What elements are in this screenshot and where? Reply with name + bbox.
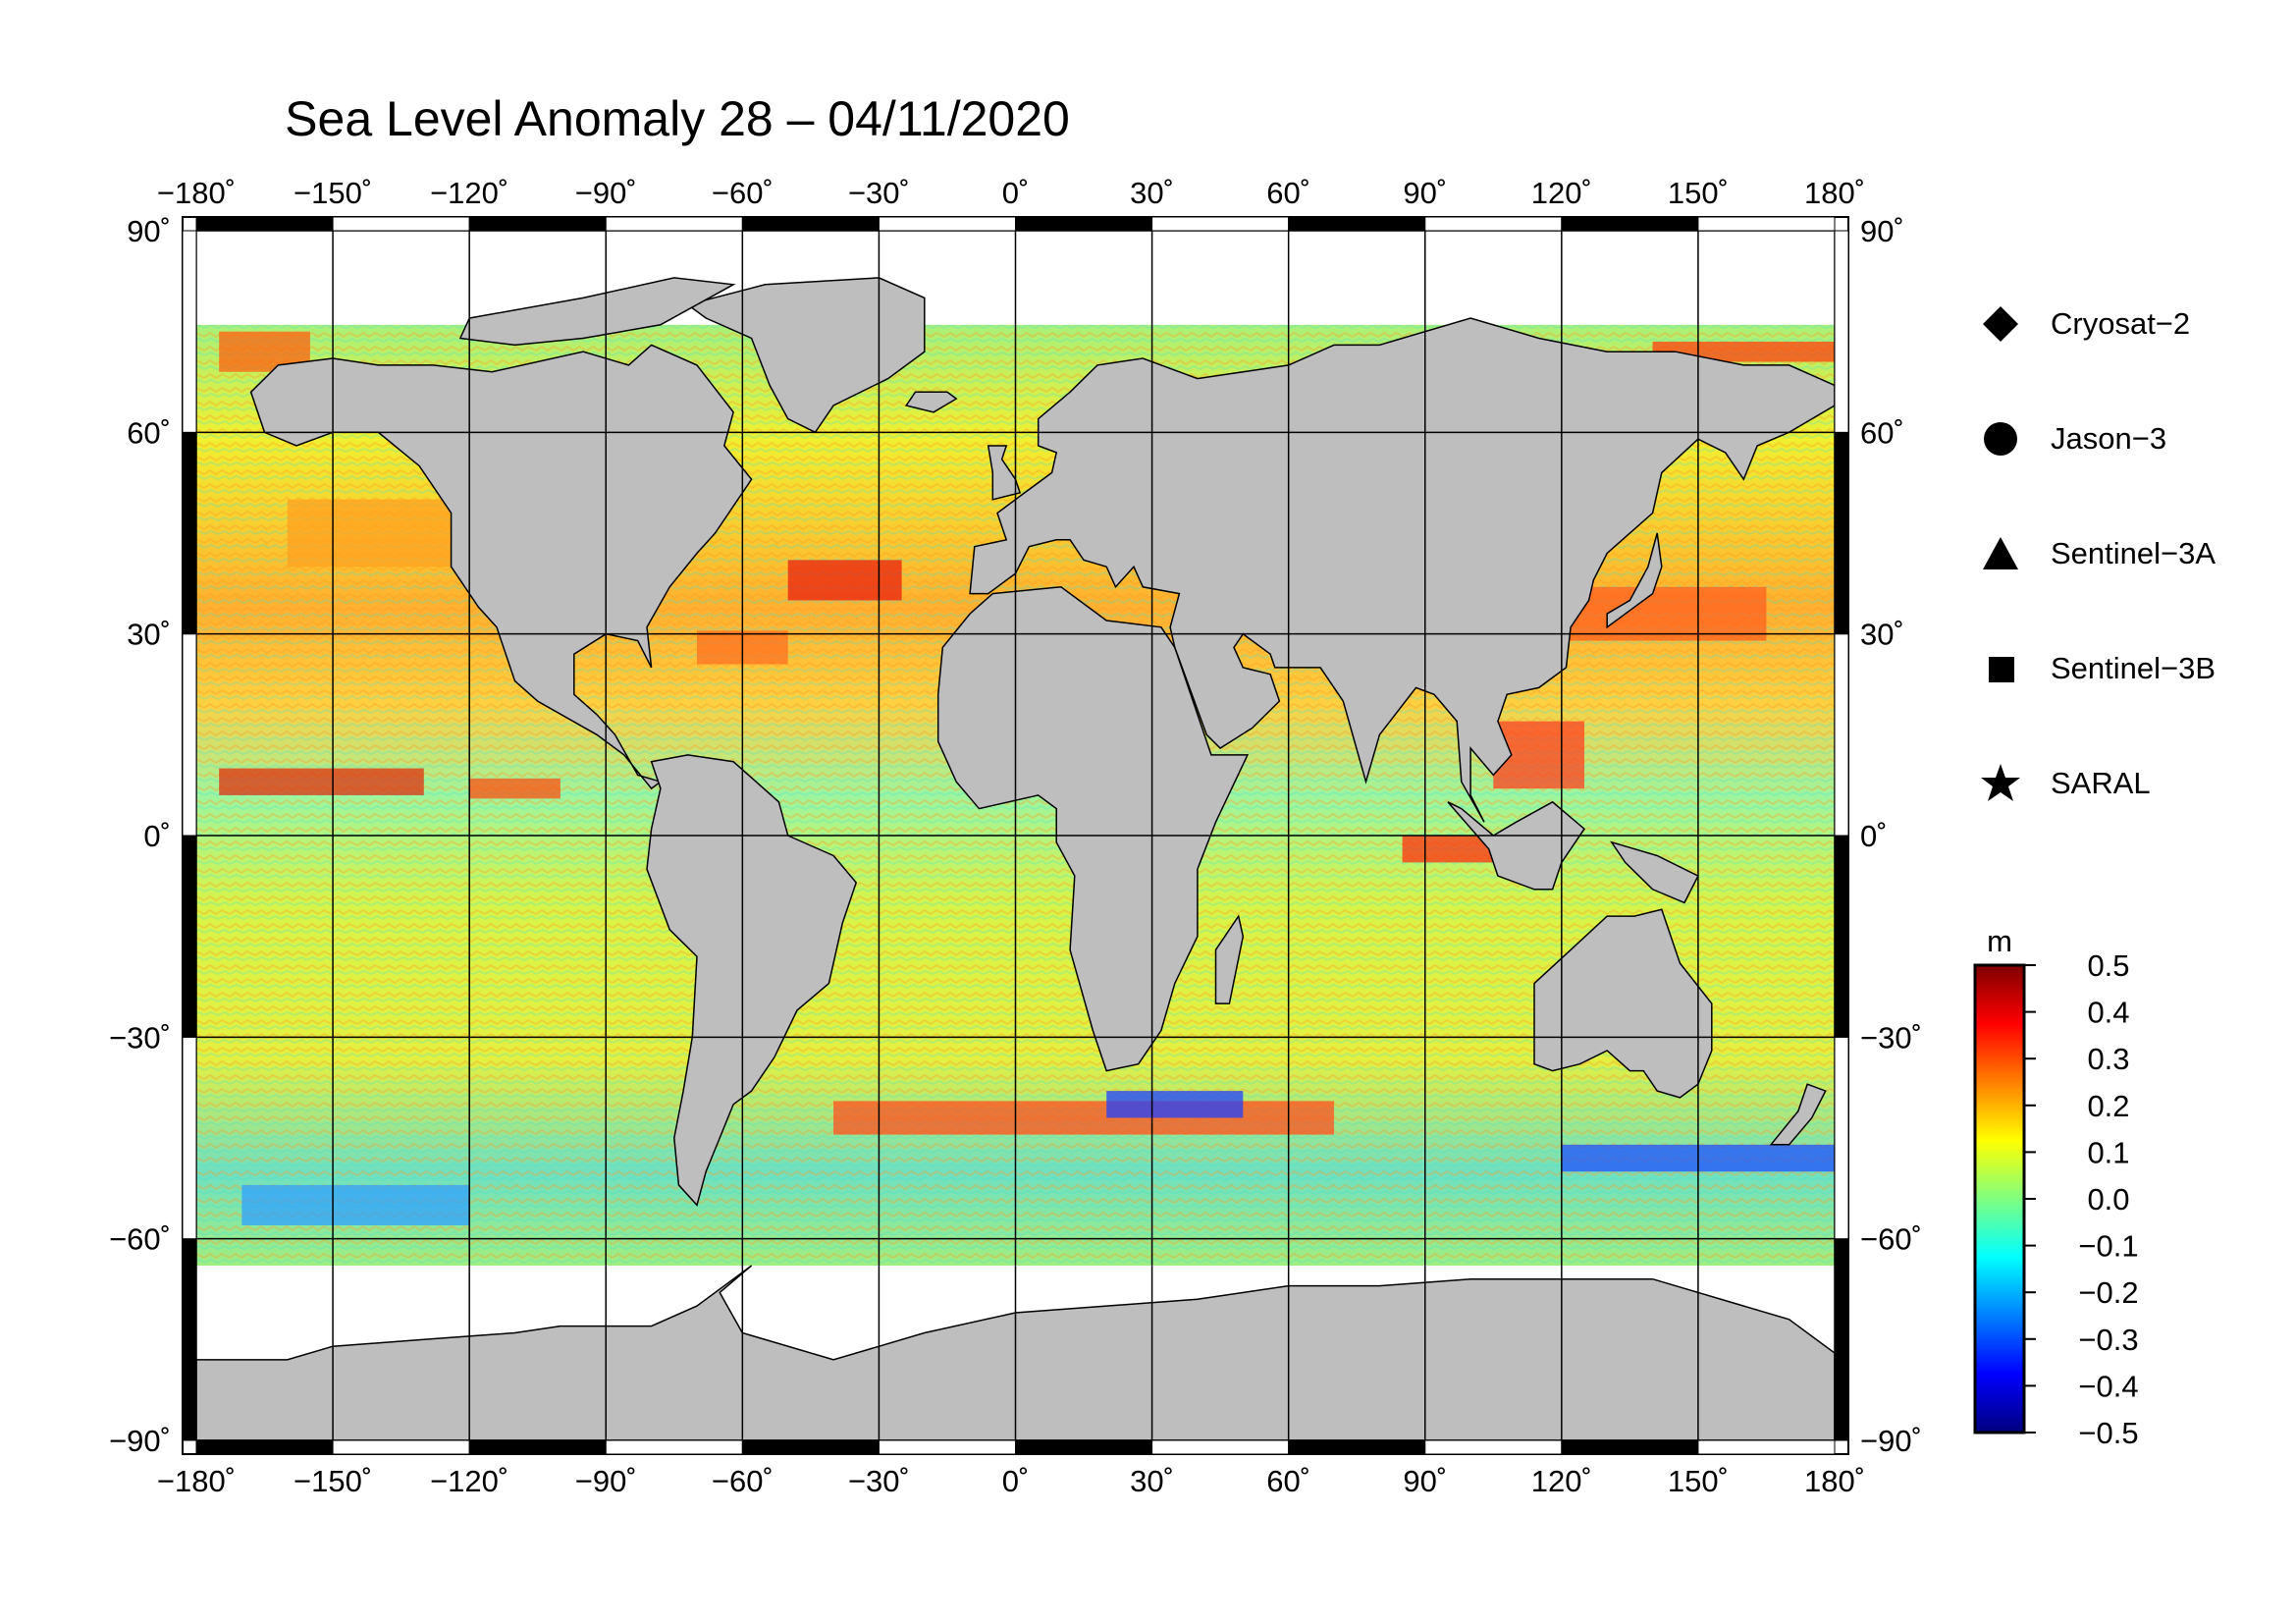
anomaly-streak bbox=[219, 768, 424, 795]
lon-tick-bottom: 150˚ bbox=[1668, 1464, 1729, 1498]
legend-item-square: Sentinel−3B bbox=[1978, 644, 2216, 693]
lat-tick-left: −30˚ bbox=[109, 1020, 171, 1055]
land-south-america bbox=[646, 754, 858, 1207]
lon-tick-bottom: −90˚ bbox=[575, 1464, 637, 1498]
lon-tick-top: 120˚ bbox=[1531, 176, 1592, 210]
lon-tick-bottom: −30˚ bbox=[848, 1464, 910, 1498]
lon-tick-top: 90˚ bbox=[1403, 176, 1447, 210]
anomaly-streak bbox=[1106, 1091, 1244, 1118]
diamond-icon bbox=[1978, 301, 2023, 347]
lon-tick-top: 60˚ bbox=[1266, 176, 1310, 210]
lon-tick-top: −180˚ bbox=[157, 176, 236, 210]
lat-tick-left: −90˚ bbox=[109, 1424, 171, 1458]
lon-tick-top: 0˚ bbox=[1002, 176, 1030, 210]
map-title: Sea Level Anomaly 28 – 04/11/2020 bbox=[285, 91, 1070, 146]
colorbar-tick-label: 0.3 bbox=[2087, 1042, 2129, 1076]
lat-tick-right: −90˚ bbox=[1860, 1424, 1922, 1458]
lon-tick-top: −150˚ bbox=[294, 176, 372, 210]
legend-label: Sentinel−3A bbox=[2051, 536, 2216, 570]
lon-tick-bottom: 180˚ bbox=[1804, 1464, 1865, 1498]
lon-tick-top: −90˚ bbox=[575, 176, 637, 210]
land-new-guinea bbox=[1610, 840, 1699, 904]
circle-icon bbox=[1978, 416, 2023, 461]
lat-tick-left: 0˚ bbox=[143, 819, 171, 853]
lon-tick-bottom: 120˚ bbox=[1531, 1464, 1592, 1498]
colorbar-tick-label: −0.2 bbox=[2078, 1275, 2138, 1310]
lon-tick-bottom: 30˚ bbox=[1130, 1464, 1174, 1498]
lon-tick-top: −60˚ bbox=[712, 176, 774, 210]
lat-tick-left: −60˚ bbox=[109, 1222, 171, 1257]
legend-label: Jason−3 bbox=[2051, 421, 2167, 456]
colorbar-tick-label: −0.1 bbox=[2078, 1229, 2138, 1264]
colorbar-unit: m bbox=[1987, 924, 2012, 958]
lon-tick-bottom: 90˚ bbox=[1403, 1464, 1447, 1498]
colorbar-tick-label: −0.4 bbox=[2078, 1369, 2138, 1403]
land-arctic-islands bbox=[458, 277, 736, 347]
legend-item-diamond: Cryosat−2 bbox=[1978, 299, 2190, 349]
lon-tick-top: 150˚ bbox=[1668, 176, 1729, 210]
colorbar-tick-label: −0.3 bbox=[2078, 1323, 2138, 1357]
lat-tick-right: −60˚ bbox=[1860, 1222, 1922, 1257]
colorbar-tick-label: 0.2 bbox=[2087, 1089, 2129, 1123]
land-australia bbox=[1533, 908, 1713, 1099]
legend-item-circle: Jason−3 bbox=[1978, 414, 2166, 463]
lon-tick-bottom: −120˚ bbox=[430, 1464, 508, 1498]
lat-tick-right: 0˚ bbox=[1860, 819, 1888, 853]
lon-tick-top: 180˚ bbox=[1804, 176, 1865, 210]
lon-tick-bottom: −180˚ bbox=[157, 1464, 236, 1498]
anomaly-streak bbox=[787, 560, 902, 601]
legend-item-triangle: Sentinel−3A bbox=[1978, 529, 2216, 578]
anomaly-streak bbox=[241, 1184, 470, 1225]
legend-item-star: SARAL bbox=[1978, 759, 2151, 808]
map-frame bbox=[182, 216, 1849, 1455]
lon-tick-bottom: −150˚ bbox=[294, 1464, 372, 1498]
lat-tick-left: 90˚ bbox=[127, 214, 171, 248]
land-uk bbox=[987, 445, 1022, 501]
colorbar-gradient bbox=[1973, 963, 2026, 1434]
legend-label: Cryosat−2 bbox=[2051, 306, 2191, 341]
colorbar-tick-label: −0.5 bbox=[2078, 1416, 2138, 1450]
colorbar-tick-label: 0.4 bbox=[2087, 996, 2129, 1030]
colorbar: m 0.5 0.4 0.3 0.2 0.1 0.0 −0.1 −0.2 −0.3 −0.4 −0.5 bbox=[1973, 924, 2139, 1450]
lon-tick-top: −120˚ bbox=[430, 176, 508, 210]
legend-label: Sentinel−3B bbox=[2051, 651, 2216, 685]
land-japan bbox=[1606, 532, 1663, 629]
anomaly-streak bbox=[833, 1101, 1335, 1135]
lat-tick-right: 90˚ bbox=[1860, 214, 1904, 248]
lat-tick-left: 30˚ bbox=[127, 618, 171, 652]
land-iceland bbox=[904, 391, 958, 413]
land-north-america bbox=[249, 344, 753, 790]
lat-tick-left: 60˚ bbox=[127, 415, 171, 450]
lon-tick-bottom: 0˚ bbox=[1002, 1464, 1030, 1498]
land-madagascar bbox=[1214, 914, 1245, 1004]
colorbar-tick-label: 0.1 bbox=[2087, 1135, 2129, 1169]
lon-tick-top: −30˚ bbox=[848, 176, 910, 210]
star-icon bbox=[1978, 761, 2023, 806]
square-icon bbox=[1978, 646, 2023, 691]
legend-label: SARAL bbox=[2051, 766, 2151, 800]
land-new-zealand bbox=[1769, 1083, 1827, 1146]
colorbar-tick-label: 0.0 bbox=[2087, 1182, 2129, 1217]
anomaly-streak bbox=[1561, 586, 1767, 641]
anomaly-streak bbox=[469, 778, 561, 799]
lat-tick-right: −30˚ bbox=[1860, 1020, 1922, 1055]
colorbar-tick-label: 0.5 bbox=[2087, 948, 2129, 983]
lat-tick-right: 30˚ bbox=[1860, 618, 1904, 652]
lon-tick-bottom: 60˚ bbox=[1266, 1464, 1310, 1498]
lon-tick-top: 30˚ bbox=[1130, 176, 1174, 210]
lat-tick-right: 60˚ bbox=[1860, 415, 1904, 450]
land-eurasia bbox=[969, 317, 1835, 823]
axis-tick-labels: −180˚ −180˚ −150˚ −150˚ −120˚ −120˚ −90˚ −90˚ −6… bbox=[109, 176, 1922, 1498]
triangle-icon bbox=[1978, 531, 2023, 576]
lon-tick-bottom: −60˚ bbox=[712, 1464, 774, 1498]
land-indonesia bbox=[1447, 800, 1585, 891]
